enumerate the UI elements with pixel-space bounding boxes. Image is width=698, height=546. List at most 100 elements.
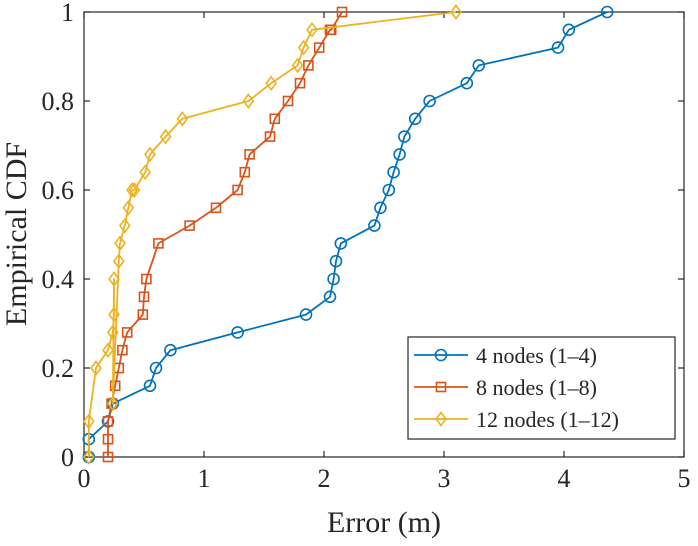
y-tick-labels: 0 0.2 0.4 0.6 0.8 1 (42, 0, 75, 472)
series-1 (82, 5, 614, 464)
data-point (117, 344, 128, 356)
data-point (334, 237, 348, 250)
data-point (210, 202, 222, 214)
data-point (176, 110, 189, 127)
data-point (138, 291, 150, 303)
data-point (387, 165, 400, 179)
data-point (269, 113, 281, 125)
data-point (164, 343, 177, 357)
data-point (460, 76, 474, 90)
y-axis-label: Empirical CDF (0, 142, 33, 326)
data-point (294, 77, 306, 89)
data-point (325, 24, 337, 36)
legend-entry: 12 nodes (1–12) (414, 407, 619, 432)
legend-box (407, 336, 676, 440)
data-point (144, 146, 156, 163)
data-point (90, 360, 102, 376)
x-tick-label: 2 (318, 464, 331, 493)
data-point (139, 164, 152, 181)
data-point (264, 131, 276, 142)
data-point (106, 395, 119, 412)
data-point (102, 342, 114, 359)
series-layer (82, 4, 614, 465)
data-point (297, 39, 310, 56)
data-point (327, 272, 340, 286)
data-point (121, 327, 133, 338)
data-point (102, 451, 114, 463)
series-line (87, 11, 608, 457)
data-point (393, 148, 406, 161)
data-point (149, 361, 163, 375)
data-point (368, 219, 381, 232)
x-tick-labels: 0 1 2 3 4 5 (78, 464, 691, 493)
series-line (107, 11, 343, 457)
data-point (562, 23, 576, 37)
data-point (231, 326, 244, 339)
data-point (102, 416, 114, 427)
data-point (112, 253, 125, 270)
legend-entry: 8 nodes (1–8) (414, 375, 597, 400)
legend-entry: 4 nodes (1–4) (414, 343, 597, 368)
x-tick-label: 1 (198, 464, 211, 493)
x-axis-label: Error (m) (327, 506, 441, 539)
data-point (137, 309, 149, 320)
data-point (450, 4, 462, 20)
data-point (239, 166, 251, 178)
x-tick-label: 0 (78, 464, 91, 493)
x-tick-label: 5 (678, 464, 691, 493)
legend-swatch-marker (435, 411, 447, 427)
data-point (323, 290, 337, 304)
data-point (282, 95, 294, 107)
data-point (126, 182, 138, 198)
legend-label: 8 nodes (1–8) (476, 375, 597, 400)
data-point (128, 182, 141, 198)
y-tick-label: 0.2 (42, 354, 75, 383)
data-point (291, 57, 304, 74)
y-tick-label: 0.8 (42, 87, 75, 116)
data-point (299, 308, 313, 321)
data-point (336, 6, 348, 18)
data-point (423, 94, 436, 108)
data-point (159, 128, 172, 145)
legend-label: 12 nodes (1–12) (476, 407, 619, 432)
data-point (114, 235, 126, 252)
data-point (306, 21, 318, 38)
legend-swatch-marker (434, 348, 448, 362)
legend-swatch-marker (435, 381, 447, 393)
legend: 4 nodes (1–4) 8 nodes (1–8) 12 nodes (1–12… (407, 336, 676, 440)
data-point (184, 220, 195, 231)
data-point (141, 273, 152, 285)
series-3 (82, 4, 462, 465)
data-point (374, 201, 387, 215)
x-tick-label: 4 (558, 464, 571, 493)
data-point (108, 306, 120, 323)
tick-marks (83, 11, 685, 458)
data-point (82, 449, 95, 465)
data-point (232, 184, 243, 196)
data-point (118, 217, 131, 234)
y-tick-label: 0.6 (42, 176, 75, 205)
y-tick-label: 0 (61, 443, 74, 472)
data-point (600, 5, 614, 19)
data-point (109, 380, 121, 392)
data-point (153, 238, 164, 249)
data-point (143, 379, 157, 393)
data-point (329, 254, 343, 268)
y-tick-label: 0.4 (42, 265, 75, 294)
data-point (472, 59, 486, 72)
data-point (102, 433, 114, 445)
legend-label: 4 nodes (1–4) (476, 343, 597, 368)
data-point (244, 149, 255, 160)
data-point (313, 42, 325, 53)
data-point (242, 93, 255, 109)
data-point (382, 183, 396, 197)
data-point (551, 41, 565, 54)
y-tick-label: 1 (61, 0, 74, 27)
data-point (265, 75, 278, 92)
data-point (303, 60, 314, 71)
data-point (408, 112, 422, 126)
data-point (398, 130, 411, 143)
data-point (108, 271, 120, 287)
data-point (122, 199, 135, 216)
